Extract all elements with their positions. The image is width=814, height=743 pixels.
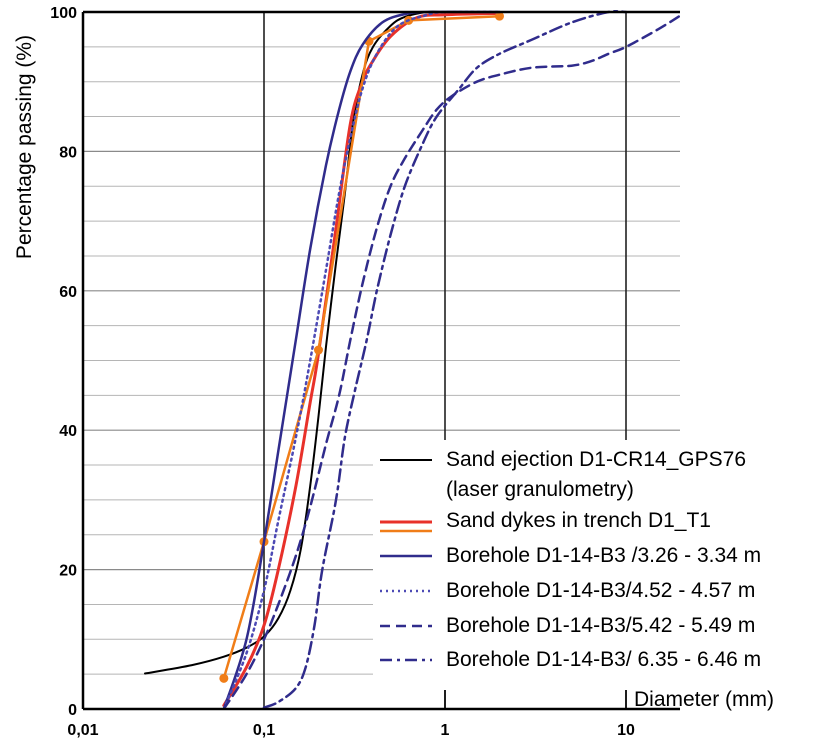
legend: Sand ejection D1-CR14_GPS76 (laser granul… <box>373 440 813 690</box>
series-layer <box>144 10 680 709</box>
series-line-6 <box>262 10 628 709</box>
axes: 0 20 40 60 80 100 0,01 0,1 1 10 Diameter (mm) <box>50 5 774 739</box>
series-line-0 <box>144 10 501 675</box>
series-line-1 <box>222 11 501 707</box>
data-point-marker <box>494 11 504 21</box>
legend-label: Borehole D1-14-B3/ 6.35 - 6.46 m <box>446 648 761 671</box>
data-point-marker <box>313 345 323 355</box>
series-line-5 <box>222 14 680 709</box>
x-tick-label: 10 <box>617 722 635 739</box>
legend-label: Sand ejection D1-CR14_GPS76 <box>446 448 746 471</box>
legend-label: Borehole D1-14-B3 /3.26 - 3.34 m <box>446 544 761 567</box>
legend-label: Borehole D1-14-B3/4.52 - 4.57 m <box>446 579 755 602</box>
y-tick-label: 20 <box>59 563 77 580</box>
legend-background <box>373 440 813 690</box>
y-axis-title: Percentage passing (%) <box>13 35 36 259</box>
series-line-3 <box>222 10 501 709</box>
x-tick-label: 1 <box>441 722 450 739</box>
y-tick-label: 100 <box>50 5 77 22</box>
data-point-marker <box>219 673 229 683</box>
minor-grid <box>83 46 680 675</box>
y-tick-label: 80 <box>59 144 77 161</box>
legend-label: Sand dykes in trench D1_T1 <box>446 509 711 532</box>
x-tick-label: 0,1 <box>253 722 275 739</box>
legend-label-line2: (laser granulometry) <box>446 478 634 501</box>
series-line-4 <box>222 10 501 709</box>
y-tick-label: 0 <box>68 702 77 719</box>
x-tick-label: 0,01 <box>67 722 98 739</box>
series-line-2 <box>222 14 501 680</box>
y-tick-label: 40 <box>59 423 77 440</box>
y-tick-label: 60 <box>59 284 77 301</box>
x-axis-title: Diameter (mm) <box>634 688 774 711</box>
legend-label: Borehole D1-14-B3/5.42 - 5.49 m <box>446 614 755 637</box>
